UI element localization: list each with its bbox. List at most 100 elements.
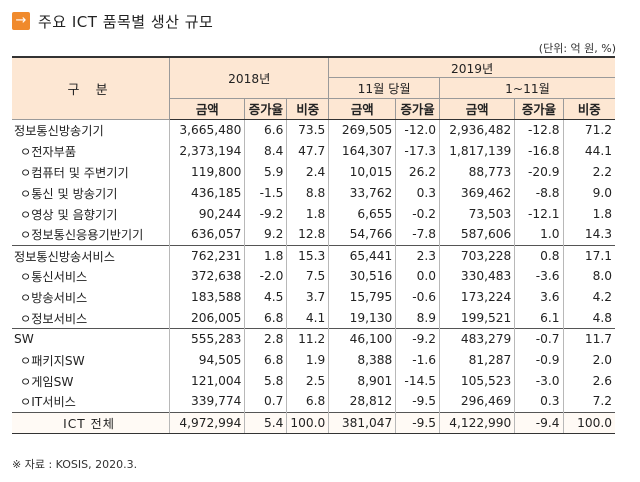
table-cell: -9.2 [244,203,287,225]
table-cell: 9.2 [244,224,287,246]
table-cell: 88,773 [438,161,515,183]
table-row: ㅇ통신서비스 372,638 -2.0 7.5 30,516 0.0 330,483 -3.6… [12,265,615,287]
table-cell: 2.3 [395,244,440,266]
header-share: 비중 [286,98,329,121]
table-cell: 46,100 [328,328,396,350]
table-cell: 4.1 [286,307,329,329]
table-cell: 28,812 [328,391,396,413]
table-cell: 369,462 [438,182,515,204]
header-growth: 증가율 [244,98,287,121]
row-label: SW [12,328,170,350]
header-growth: 증가율 [514,98,564,121]
table-cell: 33,762 [328,182,396,204]
table-cell: -7.8 [395,224,440,246]
table-cell: 183,588 [169,286,245,308]
table-cell: 6.8 [286,391,329,413]
table-cell: 0.0 [395,265,440,287]
table-cell: 436,185 [169,182,245,204]
table-cell: 555,283 [169,328,245,350]
table-cell: -17.3 [395,140,440,162]
table-cell: 703,228 [438,244,515,266]
table-cell: 73,503 [438,203,515,225]
table-cell: 2.4 [286,161,329,183]
table-cell: -8.8 [514,182,564,204]
table-cell: 7.5 [286,265,329,287]
header-amount: 금액 [438,98,515,121]
table-cell: 6.8 [244,307,287,329]
table-cell: 2,373,194 [169,140,245,162]
table-cell: -3.0 [514,370,564,392]
table-cell: 3.6 [514,286,564,308]
row-label: ㅇ게임SW [20,374,74,389]
table-body: 정보통신방송기기 3,665,480 6.6 73.5 269,505 -12.0 2,93… [12,119,615,434]
row-label: ICT 전체 [12,411,170,434]
table-cell: 2.5 [286,370,329,392]
header-jan-nov: 1~11월 [438,77,615,100]
table-cell: 8.9 [395,307,440,329]
table-row: ㅇ영상 및 음향기기 90,244 -9.2 1.8 6,655 -0.2 73,503 -1… [12,203,615,225]
table-cell: 4,972,994 [169,411,245,434]
table-cell: -12.1 [514,203,564,225]
table-cell: 1,817,139 [438,140,515,162]
table-cell: 381,047 [328,411,396,434]
header-year-2018: 2018년 [169,56,329,100]
table-cell: 90,244 [169,203,245,225]
table-cell: 14.3 [562,224,615,246]
table-cell: 11.2 [286,328,329,350]
row-label: ㅇ전자부품 [20,145,77,159]
table-cell: -0.2 [395,203,440,225]
unit-note: (단위: 억 원, %) [538,42,616,55]
table-cell: 121,004 [169,370,245,392]
table-cell: 3,665,480 [169,119,245,141]
table-cell: 8,901 [328,370,396,392]
table-cell: 0.8 [514,244,564,266]
row-label: ㅇ영상 및 음향기기 [20,207,118,222]
production-table: 구 분 2018년 2019년 11월 당월 1~11월 금액 증가율 비중 금… [12,56,615,434]
arrow-right-icon: → [12,12,30,30]
row-label: ㅇ정보통신응용기반기기 [20,228,144,243]
table-cell: 173,224 [438,286,515,308]
table-cell: 3.7 [286,286,329,308]
table-cell: 10,015 [328,161,396,183]
table-cell: 100.0 [562,411,615,434]
table-cell: 12.8 [286,224,329,246]
table-cell: 2.2 [562,161,615,183]
table-cell: 15,795 [328,286,396,308]
header-amount: 금액 [328,98,396,121]
row-label: 정보통신방송서비스 [12,244,170,266]
title-row: → 주요 ICT 품목별 생산 규모 [12,10,213,32]
table-cell: 1.0 [514,224,564,246]
table-row: ㅇ컴퓨터 및 주변기기 119,800 5.9 2.4 10,015 26.2 88,773… [12,161,615,183]
table-cell: 11.7 [562,328,615,350]
table-cell: 17.1 [562,244,615,266]
row-label: ㅇ통신서비스 [20,270,88,285]
table-cell: 8.8 [286,182,329,204]
table-cell: 26.2 [395,161,440,183]
table-cell: 5.8 [244,370,287,392]
table-cell: 94,505 [169,349,245,371]
table-cell: -0.6 [395,286,440,308]
header-share: 비중 [562,98,615,121]
table-cell: 54,766 [328,224,396,246]
table-cell: -9.5 [395,391,440,413]
row-label: 정보통신방송기기 [14,124,104,139]
header-amount: 금액 [169,98,245,121]
table-cell: 100.0 [286,411,329,434]
table-cell: -16.8 [514,140,564,162]
table-cell: 587,606 [438,224,515,246]
table-cell: 8.4 [244,140,287,162]
category-row: 정보통신방송서비스 762,231 1.8 15.3 65,441 2.3 703,228 0… [12,244,615,266]
table-cell: 636,057 [169,224,245,246]
table-cell: 81,287 [438,349,515,371]
table-cell: 5.4 [244,411,287,434]
row-label: ㅇ통신 및 방송기기 [20,186,118,201]
table-cell: 0.3 [395,182,440,204]
table-row: ㅇ정보통신응용기반기기 636,057 9.2 12.8 54,766 -7.8 587,6… [12,224,615,246]
table-cell: 4,122,990 [438,411,515,434]
table-cell: -14.5 [395,370,440,392]
table-cell: 2.8 [244,328,287,350]
table-cell: 6.6 [244,119,287,141]
table-cell: -1.5 [244,182,287,204]
table-cell: 0.7 [244,391,287,413]
table-cell: 8.0 [562,265,615,287]
